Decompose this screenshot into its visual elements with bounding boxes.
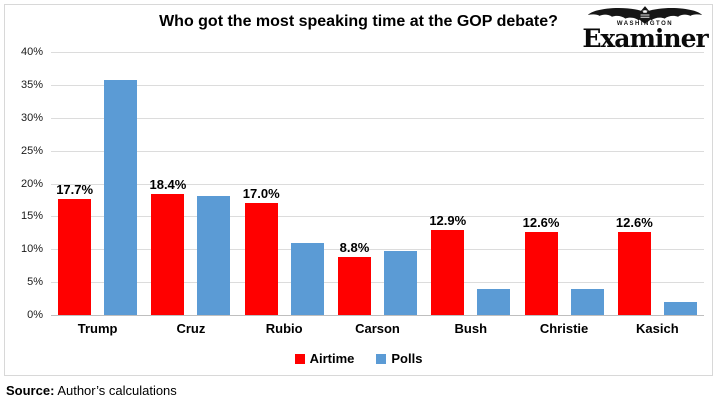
source-note: Source: Author’s calculations: [6, 383, 177, 398]
eagle-icon: [587, 6, 703, 24]
y-tick-40: 40%: [20, 46, 43, 58]
y-tick-5: 5%: [27, 276, 43, 289]
bar-airtime-bush: 12.9%: [429, 213, 466, 315]
y-tick-15: 15%: [20, 210, 43, 223]
legend-entry-airtime: Airtime: [294, 351, 355, 366]
legend: Airtime Polls: [5, 351, 712, 366]
data-label-airtime-christie: 12.6%: [522, 215, 560, 231]
bar-group-trump: 17.7%: [51, 52, 144, 315]
bar-group-christie: 12.6%: [517, 52, 610, 315]
gridline-20: [51, 183, 704, 185]
bar-polls-bush: [477, 289, 511, 315]
chart-title: Who got the most speaking time at the GO…: [159, 13, 558, 30]
data-label-airtime-trump: 17.7%: [56, 181, 94, 197]
bar-groups: 17.7% 18.4% 17.0% 8.8% 12.9% 12.6% 12.6%: [51, 52, 704, 315]
gridline-35: [51, 84, 704, 86]
logo-examiner-wordmark: Examiner: [582, 24, 708, 53]
bar-group-cruz: 18.4%: [144, 52, 237, 315]
bar-polls-carson: [383, 250, 417, 315]
bar-polls-cruz: [197, 196, 231, 315]
y-tick-20: 20%: [20, 177, 43, 190]
bar-group-rubio: 17.0%: [238, 52, 331, 315]
gridline-10: [51, 249, 704, 251]
gridline-5: [51, 282, 704, 284]
data-label-airtime-carson: 8.8%: [339, 240, 370, 256]
bar-airtime-rubio: 17.0%: [243, 186, 280, 315]
x-label-carson: Carson: [355, 321, 400, 336]
washington-examiner-logo: WASHINGTON Examiner: [581, 6, 709, 51]
y-tick-35: 35%: [20, 78, 43, 91]
x-label-bush: Bush: [454, 321, 488, 336]
y-tick-30: 30%: [20, 111, 43, 124]
bar-airtime-carson: 8.8%: [337, 240, 371, 315]
x-label-trump: Trump: [77, 321, 118, 336]
legend-entry-polls: Polls: [376, 351, 422, 366]
legend-swatch-airtime: [294, 353, 305, 364]
x-axis-labels: Trump Cruz Rubio Carson Bush Christie Kasich: [51, 317, 704, 336]
bar-group-bush: 12.9%: [424, 52, 517, 315]
y-tick-25: 25%: [20, 144, 43, 157]
data-label-airtime-bush: 12.9%: [429, 213, 467, 229]
gridline-40: [51, 52, 704, 53]
bar-polls-kasich: [663, 301, 697, 315]
y-axis: 0% 5% 10% 15% 20% 25% 30% 35% 40%: [5, 46, 47, 321]
legend-label-polls: Polls: [391, 351, 423, 366]
gridline-15: [51, 216, 704, 218]
data-label-airtime-rubio: 17.0%: [242, 186, 280, 202]
bar-airtime-kasich: 12.6%: [616, 215, 653, 315]
gridline-25: [51, 150, 704, 152]
bar-polls-christie: [570, 289, 604, 315]
bar-polls-rubio: [290, 242, 324, 315]
x-label-cruz: Cruz: [176, 321, 206, 336]
legend-label-airtime: Airtime: [309, 351, 355, 366]
bar-airtime-cruz: 18.4%: [149, 177, 186, 315]
bar-airtime-christie: 12.6%: [523, 215, 559, 315]
bar-group-kasich: 12.6%: [611, 52, 704, 315]
source-label: Source:: [6, 383, 55, 398]
logo-washington-text: WASHINGTON: [616, 21, 674, 27]
y-tick-0: 0%: [27, 309, 43, 321]
y-tick-10: 10%: [20, 243, 43, 256]
data-label-airtime-kasich: 12.6%: [615, 215, 653, 231]
bar-airtime-trump: 17.7%: [56, 182, 93, 315]
bar-group-carson: 8.8%: [331, 52, 424, 315]
gridline-30: [51, 117, 704, 119]
bar-polls-trump: [104, 79, 138, 315]
legend-swatch-polls: [376, 353, 387, 364]
data-label-airtime-cruz: 18.4%: [149, 177, 187, 193]
source-text: Author’s calculations: [57, 383, 177, 398]
plot-area: 17.7% 18.4% 17.0% 8.8% 12.9% 12.6% 12.6%: [51, 52, 704, 316]
x-label-rubio: Rubio: [265, 321, 303, 336]
chart-frame: Who got the most speaking time at the GO…: [4, 4, 713, 376]
x-label-christie: Christie: [539, 321, 589, 336]
x-label-kasich: Kasich: [636, 321, 679, 336]
